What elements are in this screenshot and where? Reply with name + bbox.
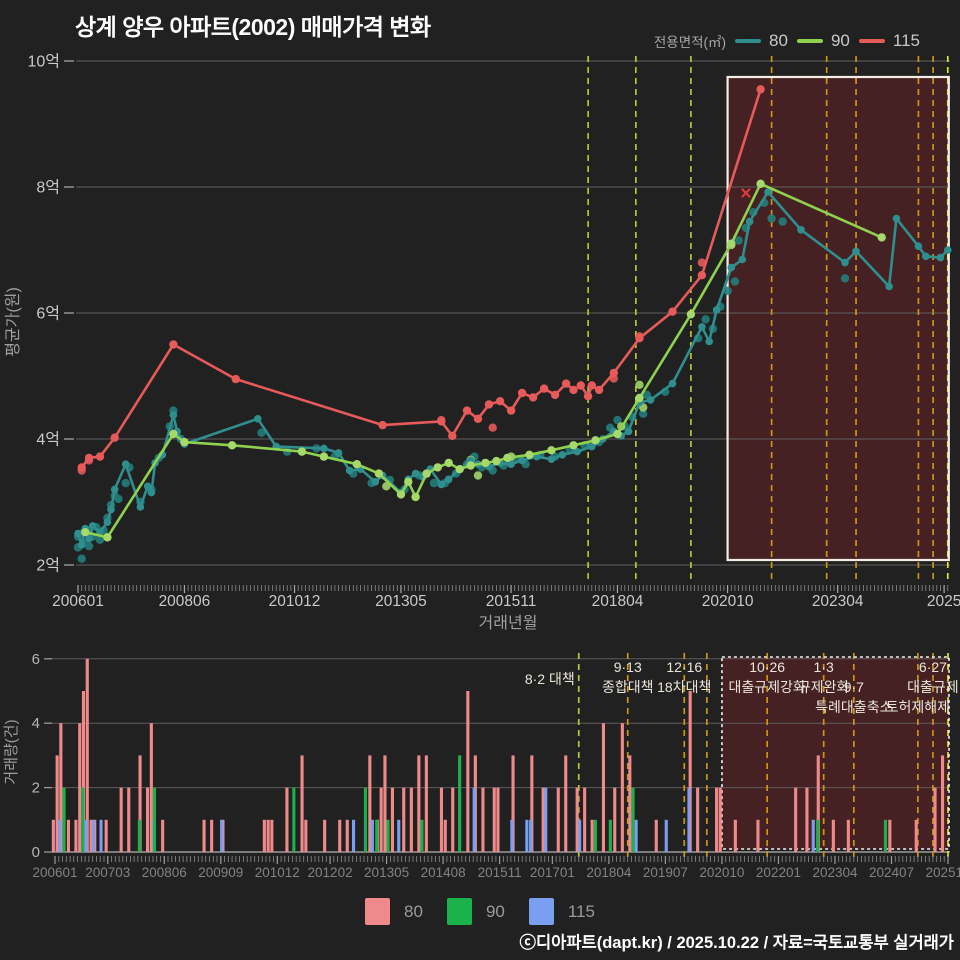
price-scatter-115 xyxy=(77,258,707,475)
svg-text:2: 2 xyxy=(32,780,40,797)
svg-text:4: 4 xyxy=(32,715,40,732)
svg-text:202201: 202201 xyxy=(756,865,801,880)
svg-text:202407: 202407 xyxy=(869,865,914,880)
svg-text:201701: 201701 xyxy=(530,865,575,880)
svg-text:평균가(원): 평균가(원) xyxy=(4,287,22,357)
volume-chart: 0 2 4 6 200601 200703 200806 200909 201012 201202… xyxy=(3,651,960,880)
svg-text:200806: 200806 xyxy=(159,593,211,610)
volume-bars-115 xyxy=(58,787,815,852)
svg-text:200703: 200703 xyxy=(85,865,130,880)
svg-text:종합대책: 종합대책 xyxy=(602,679,654,695)
svg-text:2025: 2025 xyxy=(927,593,960,610)
svg-text:10·26: 10·26 xyxy=(749,659,785,675)
price-series-80 xyxy=(74,188,952,549)
svg-text:9·13: 9·13 xyxy=(614,659,642,675)
svg-text:201012: 201012 xyxy=(269,593,321,610)
svg-text:8억: 8억 xyxy=(36,179,60,197)
price-series-115 xyxy=(77,85,765,472)
page-title: 상계 양우 아파트(2002) 매매가격 변화 xyxy=(75,14,431,40)
svg-text:6억: 6억 xyxy=(36,305,60,323)
svg-text:12·16: 12·16 xyxy=(666,659,702,675)
svg-text:200601: 200601 xyxy=(52,593,104,610)
svg-text:8·2 대책: 8·2 대책 xyxy=(525,671,575,687)
svg-text:201012: 201012 xyxy=(255,865,300,880)
svg-text:대출규제강화: 대출규제강화 xyxy=(729,679,806,695)
legend-bottom: 80 90 115 xyxy=(0,898,960,925)
svg-text:201202: 201202 xyxy=(308,865,353,880)
svg-text:거래량(건): 거래량(건) xyxy=(3,719,20,784)
legend-swatch-115-icon xyxy=(528,898,554,925)
svg-text:201305: 201305 xyxy=(375,593,427,610)
legend-bottom-item-90: 90 xyxy=(446,898,505,925)
volume-bars-80 xyxy=(51,658,945,852)
volume-highlight-box xyxy=(721,657,950,849)
svg-text:6·27: 6·27 xyxy=(919,659,947,675)
svg-text:201804: 201804 xyxy=(586,865,632,880)
svg-text:200601: 200601 xyxy=(32,865,77,880)
legend-bottom-item-115: 115 xyxy=(528,898,595,925)
svg-text:9·7: 9·7 xyxy=(844,679,864,695)
svg-text:0: 0 xyxy=(32,844,40,861)
legend-line-80-icon xyxy=(735,39,762,43)
legend-top-item-115: 115 xyxy=(858,31,920,51)
svg-text:4억: 4억 xyxy=(36,431,60,449)
volume-bars-90 xyxy=(62,755,887,852)
legend-swatch-80-icon xyxy=(365,898,391,925)
svg-text:201907: 201907 xyxy=(643,865,688,880)
svg-text:2억: 2억 xyxy=(36,557,60,575)
svg-text:200806: 200806 xyxy=(142,865,187,880)
svg-text:거래년월: 거래년월 xyxy=(479,614,538,632)
legend-top: 전용면적(㎡) 80 90 115 xyxy=(654,31,920,51)
svg-text:202010: 202010 xyxy=(699,865,744,880)
legend-top-label: 전용면적(㎡) xyxy=(653,35,727,50)
price-chart: 2억 4억 6억 8억 10억 200601 200806 201012 201305 20151… xyxy=(4,53,960,633)
legend-line-90-icon xyxy=(796,39,823,43)
svg-text:201511: 201511 xyxy=(478,865,522,880)
svg-text:202010: 202010 xyxy=(702,593,754,610)
policy-annotations: 8·2 대책 9·13 종합대책 12·16 18차대책 10·26 대출규제강화 1·3 규제… xyxy=(525,659,959,715)
source-credit: ⓒ디아파트(dapt.kr) / 2025.10.22 / 자료=국토교통부 실… xyxy=(519,934,954,952)
svg-text:201408: 201408 xyxy=(421,865,466,880)
svg-text:202510: 202510 xyxy=(925,865,960,880)
svg-text:18차대책: 18차대책 xyxy=(657,679,711,695)
svg-text:규제완화: 규제완화 xyxy=(798,679,850,695)
svg-text:1·3: 1·3 xyxy=(814,659,834,675)
legend-top-item-90: 90 xyxy=(796,31,850,51)
svg-text:대출규제: 대출규제 xyxy=(907,679,959,695)
svg-text:201804: 201804 xyxy=(592,593,644,610)
legend-top-item-80: 80 xyxy=(735,31,788,51)
svg-text:200909: 200909 xyxy=(198,865,243,880)
legend-bottom-item-80: 80 xyxy=(365,898,423,925)
legend-swatch-90-icon xyxy=(446,898,472,925)
svg-text:6: 6 xyxy=(32,651,40,668)
svg-text:201305: 201305 xyxy=(364,865,409,880)
svg-text:10억: 10억 xyxy=(27,53,60,71)
svg-text:특례대출축소: 특례대출축소 xyxy=(815,699,892,715)
price-highlight-box xyxy=(727,77,949,560)
price-series-90 xyxy=(81,179,886,542)
svg-text:201511: 201511 xyxy=(486,593,537,610)
svg-text:토허제해제: 토허제해제 xyxy=(886,699,950,715)
svg-text:202304: 202304 xyxy=(812,865,858,880)
cancelled-deal-marker: × xyxy=(740,183,751,204)
svg-text:202304: 202304 xyxy=(812,593,864,610)
legend-line-115-icon xyxy=(858,39,885,43)
